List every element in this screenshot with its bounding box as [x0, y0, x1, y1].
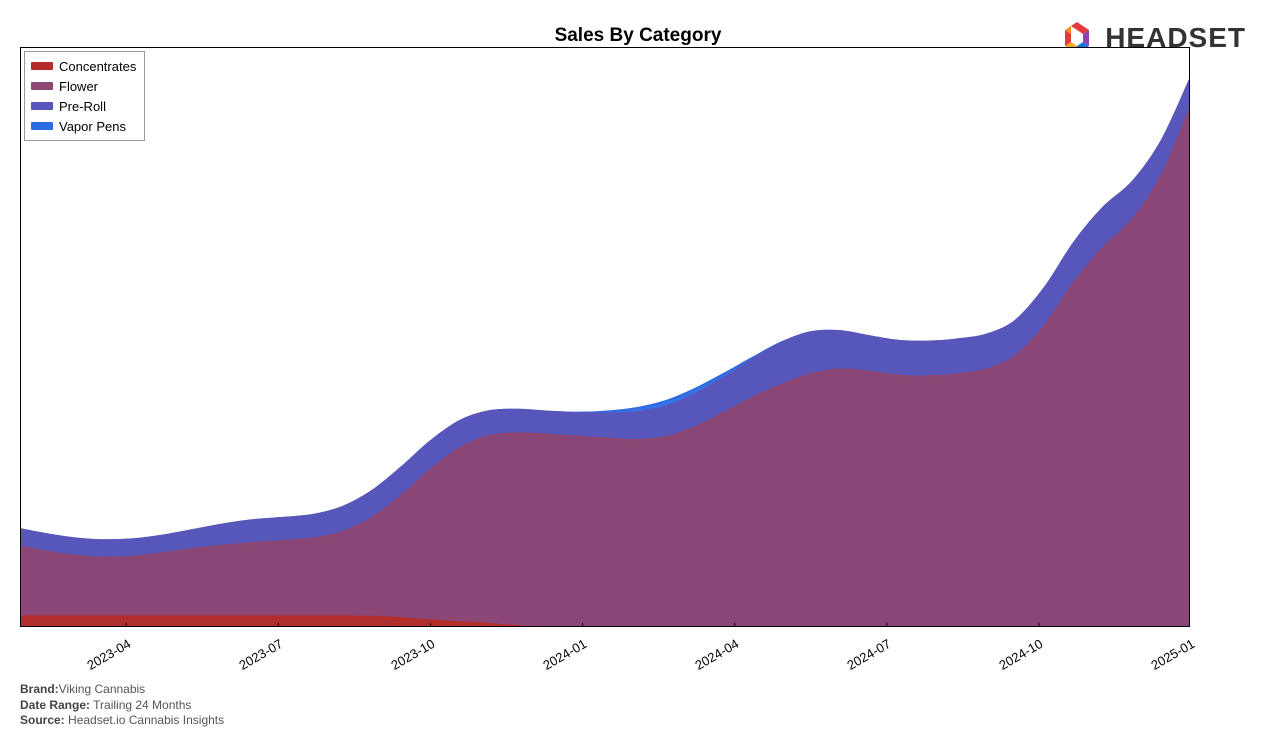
legend-label: Vapor Pens [59, 119, 126, 134]
footer-brand-row: Brand:Viking Cannabis [20, 682, 224, 698]
plot-area: Concentrates Flower Pre-Roll Vapor Pens [20, 47, 1190, 627]
footer-source-label: Source: [20, 713, 65, 727]
x-tick-label: 2025-01 [1149, 636, 1198, 673]
footer-brand-label: Brand: [20, 682, 59, 696]
footer-source-row: Source: Headset.io Cannabis Insights [20, 713, 224, 729]
legend-item-concentrates: Concentrates [31, 56, 136, 76]
legend-swatch [31, 62, 53, 70]
x-tick-label: 2024-10 [997, 636, 1046, 673]
footer-daterange-row: Date Range: Trailing 24 Months [20, 698, 224, 714]
footer-source-value: Headset.io Cannabis Insights [68, 713, 224, 727]
footer-daterange-label: Date Range: [20, 698, 90, 712]
area-chart-svg [21, 48, 1190, 627]
x-tick-label: 2024-01 [540, 636, 589, 673]
legend-swatch [31, 102, 53, 110]
x-axis-ticks: 2023-04 2023-07 2023-10 2024-01 2024-04 2024-… [20, 630, 1190, 670]
legend-item-vapor-pens: Vapor Pens [31, 116, 136, 136]
legend-label: Flower [59, 79, 98, 94]
footer-brand-value: Viking Cannabis [59, 682, 146, 696]
chart-footer: Brand:Viking Cannabis Date Range: Traili… [20, 682, 224, 729]
x-tick-label: 2023-10 [388, 636, 437, 673]
legend-item-flower: Flower [31, 76, 136, 96]
legend-label: Pre-Roll [59, 99, 106, 114]
legend-swatch [31, 122, 53, 130]
legend-swatch [31, 82, 53, 90]
x-tick-label: 2024-07 [844, 636, 893, 673]
legend-label: Concentrates [59, 59, 136, 74]
chart-title: Sales By Category [555, 25, 722, 47]
x-tick-label: 2023-07 [236, 636, 285, 673]
x-tick-label: 2023-04 [84, 636, 133, 673]
chart-container: Sales By Category HEADSET ConcentratesFl… [10, 10, 1266, 660]
legend-item-pre-roll: Pre-Roll [31, 96, 136, 116]
x-tick-label: 2024-04 [692, 636, 741, 673]
legend: Concentrates Flower Pre-Roll Vapor Pens [24, 51, 145, 141]
footer-daterange-value: Trailing 24 Months [93, 698, 191, 712]
